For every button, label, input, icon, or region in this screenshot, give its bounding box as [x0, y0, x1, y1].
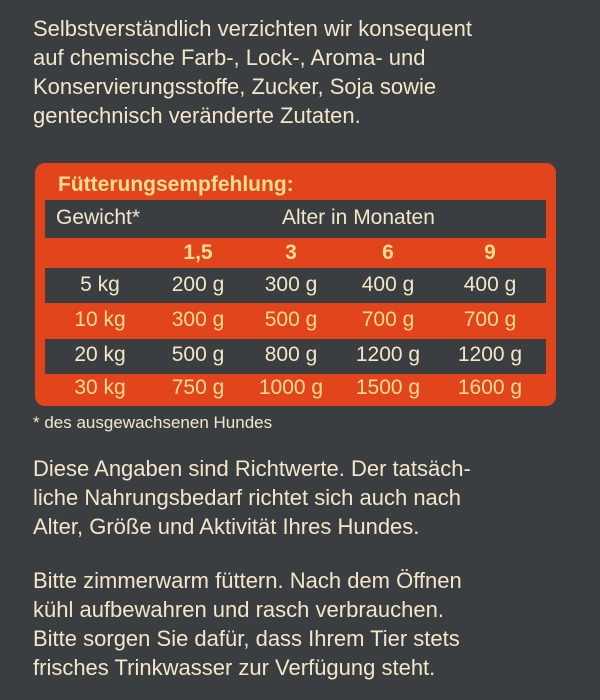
intro-line: gentechnisch veränderte Zutaten.: [33, 103, 361, 128]
amount-cell: 700 g: [463, 308, 517, 331]
paragraph-line: Bitte sorgen Sie dafür, dass Ihrem Tier …: [33, 626, 460, 651]
amount-cell: 400 g: [463, 273, 517, 296]
paragraph-line: Bitte zimmerwarm füttern. Nach dem Öffne…: [33, 568, 462, 593]
amount-cell: 500 g: [171, 343, 225, 366]
amount-cell: 1200 g: [355, 343, 421, 366]
amount-cell: 200 g: [171, 273, 225, 296]
amount-cell: 1600 g: [457, 376, 523, 399]
age-label: 9: [484, 241, 496, 264]
age-label: 6: [382, 241, 394, 264]
age-header: Alter in Monaten: [282, 206, 435, 229]
weight-header: Gewicht*: [56, 206, 141, 229]
intro-line: Selbstverständlich verzichten wir konseq…: [33, 16, 473, 41]
amount-cell: 750 g: [171, 376, 225, 399]
paragraph-line: frisches Trinkwasser zur Verfügung steht…: [33, 655, 436, 680]
row-band: [45, 339, 546, 374]
amount-cell: 700 g: [361, 308, 415, 331]
amount-cell: 800 g: [264, 343, 318, 366]
paragraph-line: liche Nahrungsbedarf richtet sich auch n…: [33, 485, 462, 510]
paragraph-line: Diese Angaben sind Richtwerte. Der tatsä…: [33, 456, 471, 481]
row-band: [45, 268, 546, 303]
intro-line: Konservierungsstoffe, Zucker, Soja sowie: [33, 74, 437, 99]
amount-cell: 1200 g: [457, 343, 523, 366]
age-label: 1,5: [183, 241, 213, 264]
weight-cell: 30 kg: [74, 376, 126, 399]
age-label: 3: [285, 241, 297, 264]
amount-cell: 1000 g: [258, 376, 324, 399]
weight-cell: 5 kg: [80, 273, 120, 296]
amount-cell: 300 g: [264, 273, 318, 296]
paragraph-line: kühl aufbewahren und rasch verbrauchen.: [33, 597, 444, 622]
amount-cell: 500 g: [264, 308, 318, 331]
footnote: * des ausgewachsenen Hundes: [33, 413, 273, 432]
intro-line: auf chemische Farb-, Lock-, Aroma- und: [33, 45, 426, 70]
amount-cell: 400 g: [361, 273, 415, 296]
table-title: Fütterungsempfehlung:: [58, 173, 294, 196]
weight-cell: 10 kg: [74, 308, 126, 331]
header-band: [45, 200, 546, 238]
paragraph-line: Alter, Größe und Aktivität Ihres Hundes.: [33, 514, 420, 539]
amount-cell: 300 g: [171, 308, 225, 331]
amount-cell: 1500 g: [355, 376, 421, 399]
weight-cell: 20 kg: [74, 343, 126, 366]
